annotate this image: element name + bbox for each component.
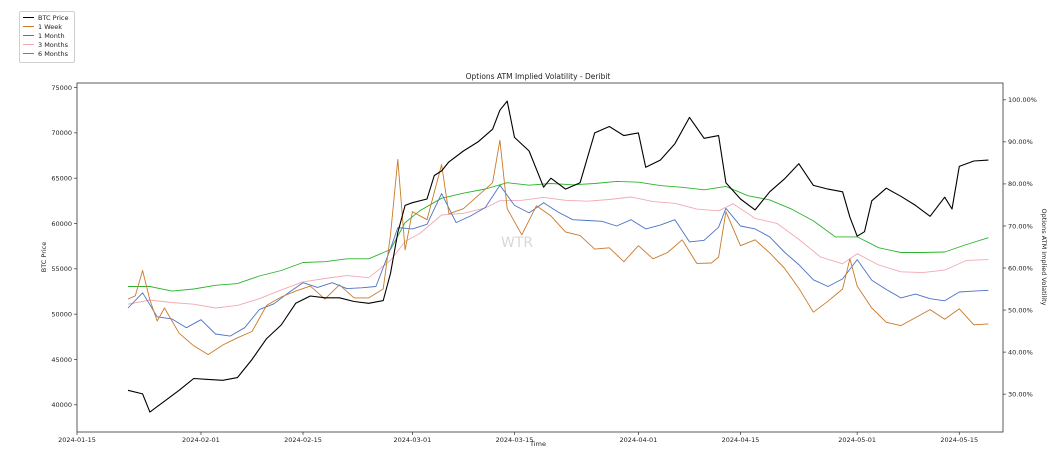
- legend-item-1-week: 1 Week: [23, 22, 62, 31]
- series-line-1-week: [127, 139, 989, 356]
- y-left-tick-label: 65000: [51, 174, 72, 182]
- y-right-tick-label: 100.00%: [1008, 96, 1037, 104]
- legend-swatch: [23, 53, 34, 54]
- series-line-btc-price: [127, 100, 989, 413]
- y-right-tick-label: 50.00%: [1008, 306, 1033, 314]
- y-left-tick-label: 60000: [51, 220, 72, 228]
- y-left-tick-label: 55000: [51, 265, 72, 273]
- series-line-1-month: [127, 184, 989, 337]
- series-layer: [127, 100, 989, 413]
- x-tick-label: 2024-03-01: [394, 436, 432, 444]
- y-right-tick-label: 90.00%: [1008, 138, 1033, 146]
- x-tick-label: 2024-05-15: [940, 436, 978, 444]
- legend-label: 6 Months: [38, 49, 68, 58]
- y-axis-label-right: Options ATM Implied Volatility: [1040, 209, 1048, 306]
- y-left-tick-label: 75000: [51, 84, 72, 92]
- x-axis-label: Time: [529, 440, 546, 448]
- legend-item-6-months: 6 Months: [23, 49, 68, 58]
- x-tick-label: 2024-02-01: [182, 436, 220, 444]
- x-tick-label: 2024-03-15: [496, 436, 534, 444]
- legend-item-3-months: 3 Months: [23, 40, 68, 49]
- plot-frame: [76, 82, 1004, 433]
- legend-item-1-month: 1 Month: [23, 31, 65, 40]
- y-left-tick-label: 50000: [51, 310, 72, 318]
- watermark: WTR: [501, 235, 533, 251]
- axes-layer: 2024-01-15 2024-02-01 2024-02-15 2024-03-01…: [51, 84, 1037, 444]
- legend-item-btc-price: BTC Price: [23, 13, 69, 22]
- y-axis-label-left: BTC Price: [40, 242, 48, 273]
- x-tick-label: 2024-01-15: [58, 436, 96, 444]
- series-line-3-months: [127, 196, 989, 309]
- legend-swatch: [23, 17, 34, 18]
- x-tick-label: 2024-04-15: [722, 436, 760, 444]
- y-left-tick-label: 70000: [51, 129, 72, 137]
- legend-swatch: [23, 44, 34, 45]
- legend-label: 1 Month: [38, 31, 65, 40]
- legend-label: 1 Week: [38, 22, 63, 31]
- legend-swatch: [23, 26, 34, 27]
- chart-title: Options ATM Implied Volatility - Deribit: [466, 72, 611, 81]
- x-tick-label: 2024-04-01: [620, 436, 658, 444]
- y-right-tick-label: 70.00%: [1008, 222, 1033, 230]
- y-left-tick-label: 40000: [51, 401, 72, 409]
- y-right-tick-label: 80.00%: [1008, 180, 1033, 188]
- y-left-tick-label: 45000: [51, 356, 72, 364]
- legend-label: BTC Price: [38, 13, 69, 22]
- y-right-tick-label: 60.00%: [1008, 264, 1033, 272]
- legend-label: 3 Months: [38, 40, 68, 49]
- y-right-tick-label: 30.00%: [1008, 390, 1033, 398]
- y-right-tick-label: 40.00%: [1008, 348, 1033, 356]
- x-tick-label: 2024-05-01: [838, 436, 876, 444]
- series-line-6-months: [128, 180, 989, 292]
- x-tick-label: 2024-02-15: [284, 436, 322, 444]
- legend: BTC Price 1 Week 1 Month 3 Months 6 Mont…: [19, 11, 75, 63]
- legend-swatch: [23, 35, 34, 36]
